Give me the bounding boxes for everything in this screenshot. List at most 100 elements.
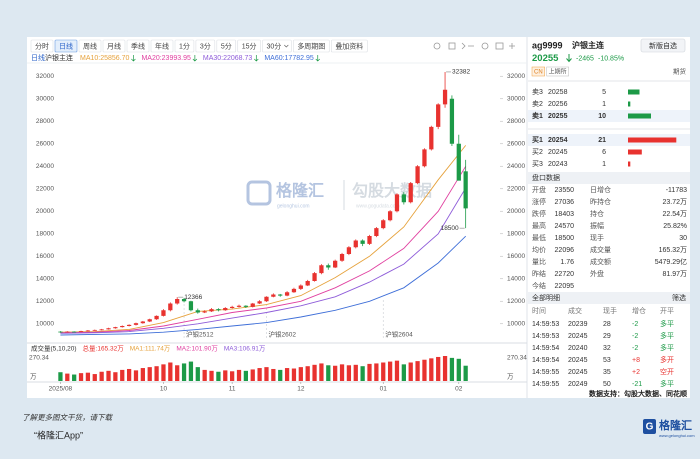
- candle-body: [312, 273, 317, 281]
- trade-cell: 20245: [568, 333, 588, 340]
- trades-header: 成交: [568, 306, 582, 315]
- stat-value: 23550: [555, 187, 575, 194]
- toolbar-button[interactable]: [102, 39, 126, 53]
- toolbar-button[interactable]: [293, 39, 330, 53]
- candle-body: [85, 330, 91, 332]
- quote-tag-label: CN: [534, 69, 543, 75]
- volume-bar: [422, 359, 427, 381]
- stat-value: 22096: [555, 247, 575, 254]
- stat-value: 81.97万: [662, 270, 687, 278]
- price-arrow: [566, 54, 572, 63]
- book-side: 卖2: [532, 100, 543, 108]
- volume-bar: [230, 371, 235, 381]
- trade-cell: -2: [632, 345, 638, 352]
- icon[interactable]: [481, 42, 489, 50]
- ma-legend: MA60:17782.95: [264, 55, 314, 62]
- volume-legend: 总量:165.32万: [83, 344, 125, 353]
- candle-body: [106, 328, 111, 330]
- stat-label: 量比: [532, 257, 546, 266]
- stat-value: 30: [679, 235, 687, 242]
- stat-value: -11783: [666, 187, 687, 194]
- book-qty-bar: [628, 149, 642, 155]
- icon[interactable]: [495, 42, 504, 50]
- trades-header: 现手: [603, 306, 617, 315]
- volume-bar: [175, 365, 180, 381]
- volume-bar: [463, 365, 468, 381]
- legend-arrow: [315, 55, 320, 62]
- stat-value: 165.32万: [659, 246, 687, 254]
- ma-line: [60, 145, 467, 333]
- quote-kind: 期货: [673, 66, 687, 75]
- volume-bar: [298, 367, 303, 381]
- icon[interactable]: [433, 42, 441, 50]
- toolbar-button[interactable]: [237, 39, 261, 53]
- book-price: 20256: [548, 101, 568, 108]
- trade-cell: 多平: [660, 331, 674, 340]
- book-side: 卖1: [532, 111, 543, 120]
- toolbar-button[interactable]: [331, 39, 368, 53]
- best-quote-bg: [528, 134, 690, 146]
- toolbar-button[interactable]: [126, 39, 150, 53]
- trade-cell: 多平: [660, 343, 674, 352]
- toolbar-button[interactable]: [78, 39, 102, 53]
- candle-body: [394, 194, 400, 212]
- y2-tick-label: 20000: [507, 208, 525, 215]
- y-tick-label: 14000: [36, 275, 54, 282]
- footer-logo-url: www.gelonghui.com: [659, 433, 695, 438]
- quote-change: -2465: [576, 55, 594, 62]
- toolbar-button[interactable]: [195, 39, 216, 53]
- quote-code: ag9999: [532, 40, 563, 50]
- trades-filter[interactable]: 筛选: [672, 293, 686, 302]
- toolbar-button[interactable]: [54, 39, 78, 53]
- candle-body: [319, 265, 324, 274]
- footer-logo-glyph: G: [646, 422, 654, 433]
- trade-cell: +8: [632, 357, 640, 364]
- y2-tick-label: 12000: [507, 298, 525, 305]
- ma-legend: MA30:22068.73: [203, 55, 253, 62]
- candle-body: [236, 305, 242, 307]
- candle-body: [422, 149, 427, 167]
- y2-tick-label: 10000: [507, 320, 525, 327]
- candle-body: [360, 240, 365, 244]
- icon[interactable]: [448, 42, 456, 50]
- volume-bar: [374, 363, 379, 381]
- icon[interactable]: [461, 42, 474, 50]
- volume-max-label: 270.34: [507, 355, 527, 362]
- stat-value: 18500: [555, 235, 575, 242]
- candle-body: [133, 323, 139, 325]
- candle-body: [58, 331, 63, 333]
- toolbar-button[interactable]: [216, 39, 237, 53]
- volume-bar: [333, 365, 338, 381]
- icon[interactable]: [509, 43, 515, 49]
- volume-bar: [326, 365, 331, 381]
- candle-body: [284, 292, 290, 296]
- toolbar-button[interactable]: [30, 39, 54, 53]
- section-header: [528, 172, 690, 184]
- book-qty: 5: [602, 89, 606, 96]
- legend-arrow: [131, 55, 136, 62]
- candle-body: [243, 305, 249, 307]
- candle-body: [202, 311, 207, 313]
- stat-label: 持仓: [590, 209, 604, 218]
- volume-bar: [243, 370, 249, 381]
- toolbar-button[interactable]: [150, 39, 174, 53]
- candle-body: [126, 324, 132, 326]
- toolbar-button-label: 分时: [35, 41, 49, 50]
- stat-value: 27036: [555, 199, 575, 206]
- quote-tag: [531, 66, 545, 77]
- toolbar-button[interactable]: [262, 39, 292, 53]
- volume-bar: [436, 356, 441, 381]
- watermark-url: gelonghui.com: [277, 203, 310, 209]
- candle-body: [456, 143, 461, 181]
- candle-body: [65, 331, 70, 333]
- ma-legend: MA20:23993.95: [141, 55, 191, 62]
- section-header: [528, 292, 690, 304]
- stat-label: 外盘: [590, 269, 604, 278]
- y-tick-label: 18000: [36, 230, 54, 237]
- watchlist-button[interactable]: [640, 38, 686, 53]
- trade-cell: 14:59:54: [532, 357, 559, 364]
- ma-legend: MA10:25856.70: [80, 55, 130, 62]
- volume-bar: [305, 366, 310, 381]
- stats-title: 盘口数据: [532, 173, 560, 182]
- toolbar-button[interactable]: [174, 39, 195, 53]
